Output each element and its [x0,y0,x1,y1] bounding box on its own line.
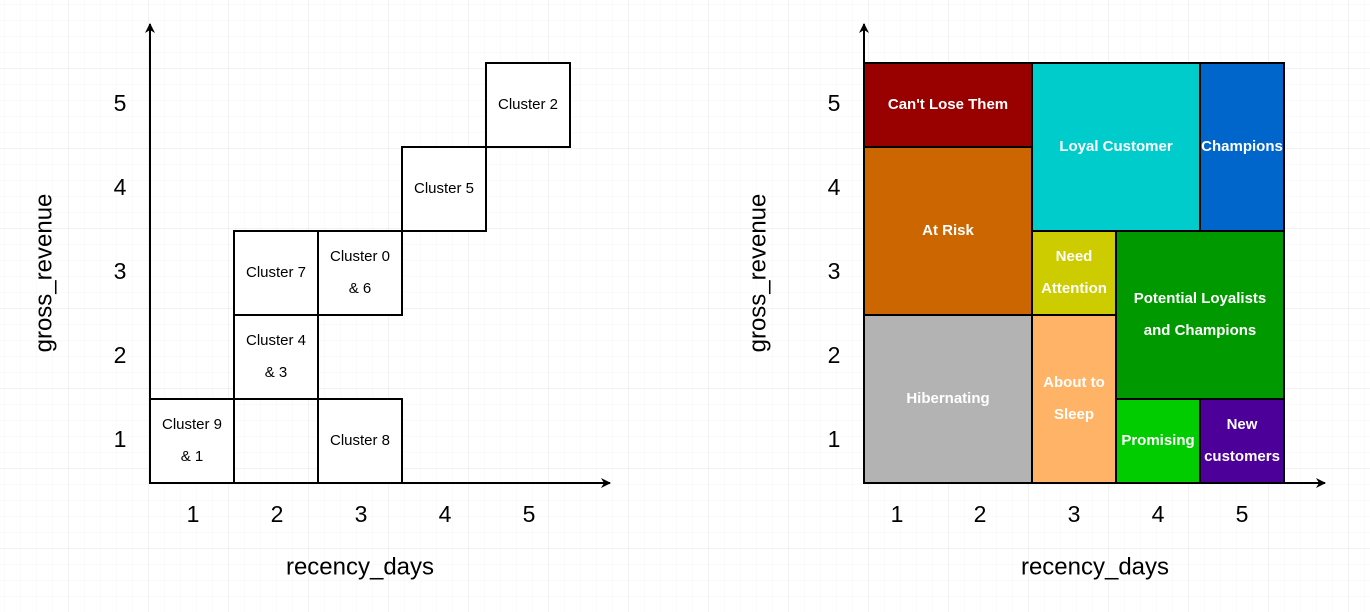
segment-label: At Risk [922,222,974,239]
cluster-box [233,230,319,316]
y-axis-title: gross_revenue [744,194,771,353]
y-label: 5 [828,90,841,116]
cluster-box [317,230,403,316]
segment-label: Can't Lose Them [888,96,1008,113]
cluster-box-label: Cluster 7 [246,264,306,281]
segment [863,62,1033,148]
cluster-box-label: Cluster 5 [414,180,474,197]
segment [1031,314,1117,484]
segment [1115,398,1201,484]
cluster-box-label: Cluster 9 [162,416,222,433]
x-label: 5 [1236,501,1249,527]
segment-label: About to [1043,374,1105,391]
x-label: 2 [271,501,284,527]
x-label: 5 [523,501,536,527]
y-label: 2 [828,342,841,368]
y-label: 1 [114,426,127,452]
x-label: 3 [1068,501,1081,527]
x-label: 4 [439,501,452,527]
segment-label: Loyal Customer [1059,138,1173,155]
x-label: 3 [355,501,368,527]
y-label: 4 [114,174,127,200]
segment [863,314,1033,484]
segment-label: Potential Loyalists [1134,290,1267,307]
cluster-box-label: & 3 [265,364,288,381]
cluster-box [401,146,487,232]
cluster-box-label: & 6 [349,280,372,297]
y-axis-title: gross_revenue [30,194,57,353]
segment-label: Hibernating [906,390,989,407]
y-label: 2 [114,342,127,368]
segment [863,146,1033,316]
y-label: 1 [828,426,841,452]
x-axis-title: recency_days [1021,553,1169,580]
segment-label: and Champions [1144,322,1257,339]
diagrams: Cluster 9 & 1 Cluster 8 Cluster 4 & 3 Cluster… [30,23,1326,580]
cluster-box [317,398,403,484]
x-label: 4 [1152,501,1165,527]
segment-label: Attention [1041,280,1107,297]
cluster-box [485,62,571,148]
segment-label: Need [1056,248,1093,265]
cluster-box-label: Cluster 8 [330,432,390,449]
cluster-box [149,398,235,484]
segment-label: Champions [1201,138,1283,155]
cluster-box-label: Cluster 0 [330,248,390,265]
x-axis-title: recency_days [286,553,434,580]
y-label: 3 [828,258,841,284]
cluster-box-label: Cluster 4 [246,332,306,349]
segment-label: Promising [1121,432,1194,449]
cluster-box-label: Cluster 2 [498,96,558,113]
segment [1031,62,1201,232]
x-label: 1 [187,501,200,527]
segment [1115,230,1285,400]
y-label: 3 [114,258,127,284]
segment-label: customers [1204,448,1280,465]
x-label: 1 [891,501,904,527]
segment [1199,398,1285,484]
cluster-box [233,314,319,400]
x-label: 2 [974,501,987,527]
cluster-box-label: & 1 [181,448,204,465]
segment [1031,230,1117,316]
y-label: 4 [828,174,841,200]
y-label: 5 [114,90,127,116]
segment-label: New [1227,416,1258,433]
segment-label: Sleep [1054,406,1094,423]
